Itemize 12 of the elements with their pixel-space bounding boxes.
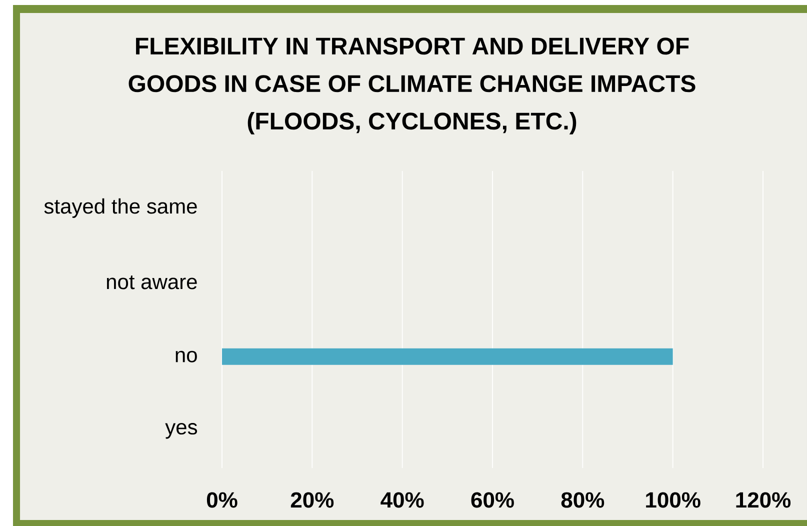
x-tick-label: 80%: [561, 492, 604, 508]
y-tick-label: no: [176, 350, 197, 362]
y-tick-label: not aware: [106, 275, 197, 290]
chart-title: FLEXIBILITY IN TRANSPORT AND DELIVERY OF GOODS IN CASE OF CLIMATE CHANGE IMPACTS (FLOODS, CYCLONES, ETC.): [128, 38, 696, 134]
x-tick-label: 100%: [646, 492, 700, 508]
x-tick-label: 0%: [206, 492, 238, 508]
x-tick-label: 120%: [736, 492, 791, 508]
x-tick-label: 20%: [290, 492, 334, 508]
y-tick-label: yes: [165, 423, 198, 439]
y-tick-label: stayed the same: [44, 198, 197, 218]
x-tick-label: 60%: [471, 492, 514, 508]
x-tick-label: 40%: [380, 492, 424, 508]
